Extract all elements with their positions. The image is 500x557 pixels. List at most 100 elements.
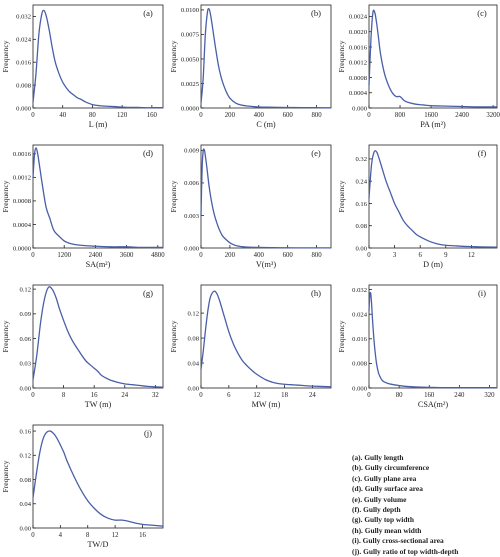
- chart-panel-g: 0.00 0.03 0.06 0.09 0.12 0 8 16 24 32 TW (m) Freque…: [1, 284, 164, 409]
- x-tick-label: 2400: [89, 252, 103, 259]
- x-tick-label: 400: [254, 252, 265, 259]
- density-curve: [368, 9, 498, 108]
- x-tick-label: 800: [395, 112, 406, 119]
- y-axis-label: Frequency: [1, 460, 10, 492]
- y-tick-label: 0.24: [355, 178, 367, 185]
- y-tick-label: 0.0024: [349, 14, 368, 21]
- plot-frame: [32, 4, 164, 109]
- y-tick-label: 0.0008: [13, 198, 32, 205]
- y-tick-label: 0.03: [19, 361, 31, 368]
- y-axis-label: Frequency: [1, 40, 10, 72]
- x-tick-label: 3: [393, 252, 397, 259]
- y-tick-label: 0.0008: [349, 75, 368, 82]
- x-tick-label: 200: [225, 252, 236, 259]
- chart-panel-j: 0.00 0.04 0.08 0.12 0.16 0 4 8 12 16 TW/D Frequency…: [1, 424, 164, 549]
- y-axis-label: Frequency: [1, 180, 10, 212]
- legend-entry: (d). Gully surface area: [352, 484, 423, 494]
- x-tick-label: 12: [468, 252, 475, 259]
- x-tick-label: 0: [367, 392, 371, 399]
- x-tick-label: 0: [199, 112, 203, 119]
- x-tick-label: 4800: [151, 252, 165, 259]
- x-tick-label: 8: [62, 392, 66, 399]
- y-tick-label: 0.0012: [349, 60, 367, 67]
- panel-label: (j): [144, 428, 152, 438]
- x-tick-label: 80: [396, 392, 403, 399]
- y-tick-label: 0.008: [352, 361, 368, 368]
- x-axis-label: TW/D: [88, 540, 109, 549]
- x-tick-label: 4: [59, 532, 63, 539]
- x-tick-label: 16: [91, 392, 98, 399]
- legend-entry: (c). Gully plane area: [352, 473, 417, 483]
- legend-entry: (a). Gully length: [352, 453, 404, 462]
- x-tick-label: 120: [117, 112, 128, 119]
- y-tick-label: 0.0016: [349, 44, 368, 51]
- y-tick-label: 0.04: [19, 501, 31, 508]
- x-tick-label: 12: [253, 392, 260, 399]
- y-tick-label: 0.0000: [13, 245, 32, 252]
- chart-panel-a: 0.000 0.008 0.016 0.024 0.032 0 40 80 120 160 L (m…: [1, 4, 164, 129]
- y-tick-label: 0.06: [19, 336, 31, 343]
- y-tick-label: 0.0004: [349, 90, 368, 97]
- y-axis-label: Frequency: [337, 320, 346, 352]
- plot-frame: [200, 4, 332, 109]
- y-tick-label: 0.032: [352, 287, 367, 294]
- x-axis-label: MW (m): [252, 400, 281, 409]
- x-tick-label: 32: [152, 392, 159, 399]
- x-tick-label: 800: [311, 252, 322, 259]
- density-curve: [32, 147, 164, 249]
- y-tick-label: 0.0000: [181, 105, 200, 112]
- plot-frame: [368, 284, 498, 389]
- y-tick-label: 0.08: [19, 477, 31, 484]
- y-axis-label: Frequency: [169, 180, 178, 212]
- y-axis-label: Frequency: [1, 320, 10, 352]
- x-tick-label: 0: [31, 252, 35, 259]
- y-tick-label: 0.00: [19, 525, 31, 532]
- legend-entry: (e). Gully volume: [352, 494, 407, 504]
- x-tick-label: 160: [147, 112, 158, 119]
- x-tick-label: 1600: [424, 112, 438, 119]
- y-tick-label: 0.08: [187, 335, 199, 342]
- plot-frame: [200, 284, 332, 389]
- x-tick-label: 8: [86, 532, 90, 539]
- legend-entry: (j). Gully ratio of top width-depth: [352, 546, 459, 556]
- y-tick-label: 0.008: [16, 82, 32, 89]
- x-tick-label: 40: [59, 112, 66, 119]
- panel-label: (i): [478, 288, 486, 298]
- y-tick-label: 0.32: [355, 156, 367, 163]
- x-tick-label: 0: [199, 392, 203, 399]
- x-axis-label: D (m): [423, 260, 443, 269]
- x-axis-label: L (m): [89, 120, 108, 129]
- x-tick-label: 6: [418, 252, 422, 259]
- chart-panel-d: 0.0000 0.0004 0.0008 0.0012 0.0016 0 1200 2400 3…: [1, 144, 165, 269]
- x-tick-label: 600: [283, 252, 294, 259]
- chart-panel-b: 0.0000 0.0025 0.0050 0.0075 0.0100 0 200 400 600…: [169, 4, 332, 129]
- x-tick-label: 600: [283, 112, 294, 119]
- x-tick-label: 240: [454, 392, 465, 399]
- y-tick-label: 0.024: [352, 312, 368, 319]
- y-tick-label: 0.00: [19, 385, 31, 392]
- density-curve: [32, 430, 164, 527]
- density-curve: [368, 150, 498, 248]
- x-tick-label: 0: [199, 252, 203, 259]
- legend-entry: (i). Gully cross-sectional area: [352, 536, 444, 546]
- x-tick-label: 6: [227, 392, 231, 399]
- y-tick-label: 0.0004: [13, 222, 32, 229]
- y-tick-label: 0.0050: [181, 56, 200, 63]
- x-axis-label: TW (m): [85, 400, 112, 409]
- plot-frame: [32, 144, 164, 249]
- x-axis-label: PA (m²): [420, 120, 446, 129]
- chart-panel-f: 0.00 0.08 0.16 0.24 0.32 0 3 6 9 12 D (m) Frequency…: [337, 144, 498, 269]
- chart-panel-c: 0.000 0.0004 0.0008 0.0012 0.0016 0.0020 0.002…: [337, 4, 500, 129]
- y-tick-label: 0.12: [19, 453, 31, 460]
- y-tick-label: 0.0012: [13, 175, 31, 182]
- panel-label: (d): [143, 148, 153, 158]
- y-tick-label: 0.024: [16, 37, 32, 44]
- x-tick-label: 12: [112, 532, 119, 539]
- x-tick-label: 0: [31, 392, 35, 399]
- x-tick-label: 24: [121, 392, 128, 399]
- y-axis-label: Frequency: [169, 40, 178, 72]
- legend-entry: (b). Gully circumference: [352, 463, 430, 473]
- y-tick-label: 0.08: [355, 223, 367, 230]
- x-tick-label: 2400: [455, 112, 469, 119]
